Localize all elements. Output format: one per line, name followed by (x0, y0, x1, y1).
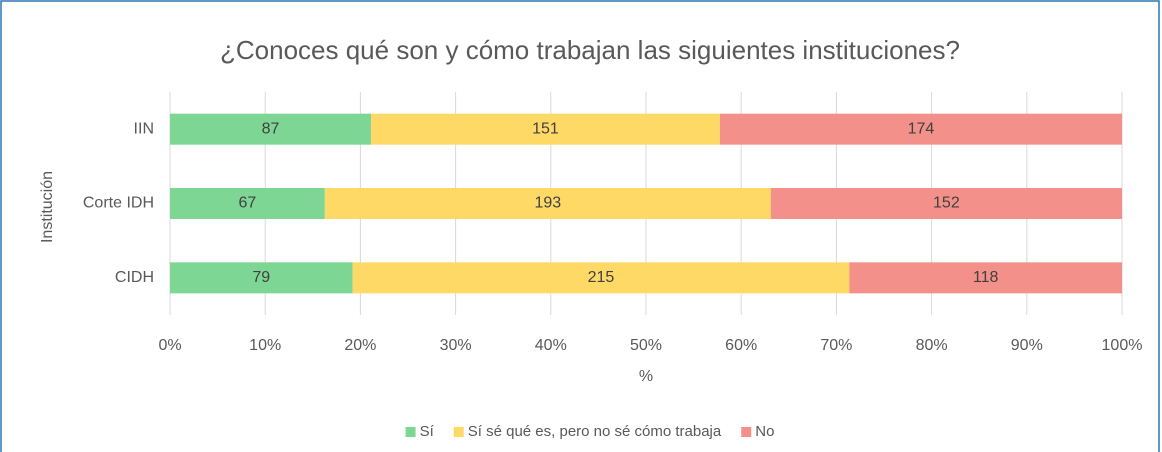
bar-segment (170, 188, 325, 219)
bar-segment (770, 188, 1122, 219)
legend-swatch (741, 427, 752, 437)
x-tick-label: 80% (916, 337, 948, 354)
chart-title: ¿Conoces qué son y cómo trabajan las sig… (220, 35, 960, 65)
bar-segment (324, 188, 771, 219)
bar-segment (352, 262, 850, 294)
x-tick-label: 40% (535, 337, 567, 354)
legend-label: Sí sé qué es, pero no sé cómo trabaja (468, 423, 722, 440)
legend-label: No (755, 423, 774, 440)
x-tick-label: 90% (1011, 337, 1043, 354)
y-tick-label: IIN (134, 120, 154, 137)
y-tick-label: Corte IDH (83, 195, 154, 212)
data-label: 118 (973, 269, 999, 286)
data-label: 151 (532, 120, 559, 137)
data-label: 174 (908, 120, 935, 137)
y-tick-label: CIDH (115, 269, 154, 286)
x-tick-label: 10% (249, 337, 281, 354)
data-label: 67 (239, 195, 257, 212)
x-tick-label: 30% (440, 337, 472, 354)
data-label: 79 (252, 269, 270, 286)
data-label: 87 (262, 120, 280, 137)
data-label: 152 (933, 195, 960, 212)
x-tick-label: 60% (725, 337, 757, 354)
x-tick-label: 100% (1102, 337, 1143, 354)
x-axis-label: % (639, 368, 653, 385)
x-tick-label: 50% (630, 337, 662, 354)
legend-swatch (453, 427, 464, 437)
legend-label: Sí (420, 423, 435, 440)
data-label: 215 (588, 269, 615, 286)
x-tick-label: 70% (820, 337, 852, 354)
bar-segment (170, 262, 353, 294)
bar-segment (170, 113, 372, 145)
bar-segment (849, 262, 1122, 294)
data-label: 193 (534, 195, 561, 212)
legend-swatch (405, 427, 416, 437)
x-tick-label: 20% (344, 337, 376, 354)
y-axis-label: Institución (39, 171, 56, 243)
bar-segment (719, 113, 1122, 145)
x-tick-label: 0% (158, 337, 181, 354)
bar-segment (371, 113, 720, 145)
